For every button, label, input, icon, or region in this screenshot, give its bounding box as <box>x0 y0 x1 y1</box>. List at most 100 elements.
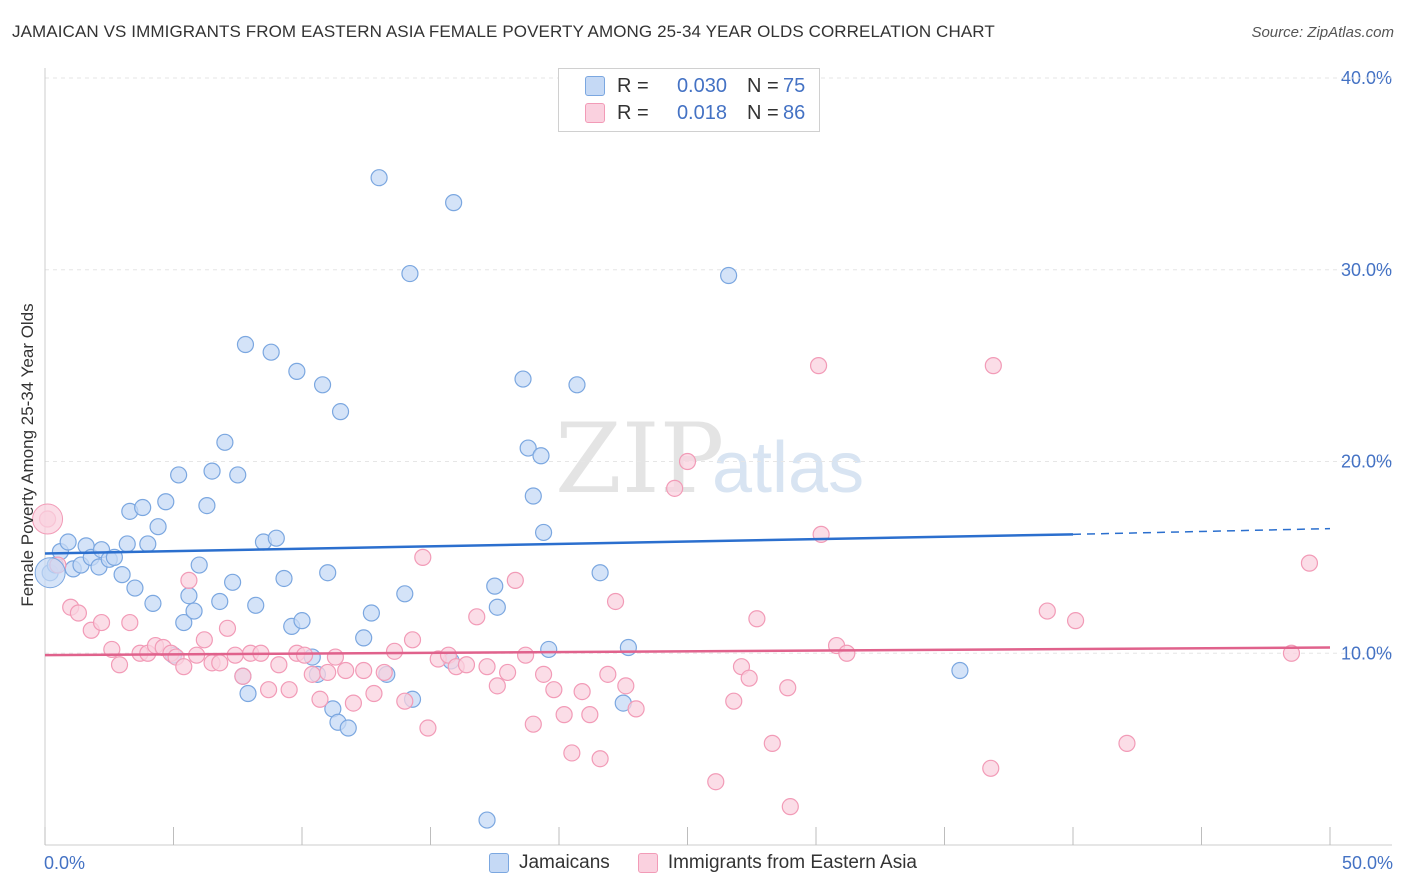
eastern-asia-point <box>516 646 535 664</box>
eastern-asia-point <box>457 656 476 674</box>
eastern-asia-point <box>809 357 828 375</box>
jamaican-point <box>339 719 357 737</box>
jamaican-point <box>180 587 198 605</box>
jamaican-point <box>216 433 234 451</box>
jamaican-point <box>540 640 558 659</box>
jamaican-point <box>362 604 380 622</box>
watermark-atlas: atlas <box>712 428 864 508</box>
eastern-asia-point <box>1118 734 1136 752</box>
jamaican-point <box>203 462 221 480</box>
eastern-asia-point <box>1038 602 1056 620</box>
jamaican-point <box>591 564 609 582</box>
eastern-asia-point <box>581 706 599 724</box>
eastern-asia-point <box>1282 644 1301 662</box>
jamaican-point <box>139 535 157 553</box>
legend-swatch-eastern-asia <box>585 103 605 123</box>
jamaican-point <box>118 535 136 553</box>
source-label: Source: ZipAtlas.com <box>1251 24 1394 41</box>
eastern-asia-point <box>211 654 229 672</box>
jamaican-point <box>514 370 532 388</box>
eastern-asia-point <box>403 631 422 649</box>
eastern-asia-point <box>1300 554 1319 572</box>
eastern-asia-point <box>984 357 1002 375</box>
jamaican-point <box>262 343 280 361</box>
jamaican-trend-line <box>44 533 1074 555</box>
eastern-asia-point <box>779 679 797 697</box>
jamaican-point <box>396 585 414 603</box>
eastern-asia-point <box>707 773 725 791</box>
eastern-asia-point <box>573 682 591 701</box>
jamaican-point <box>331 403 350 421</box>
eastern-asia-point <box>838 644 856 662</box>
jamaican-point <box>319 564 337 582</box>
jamaican-point <box>34 557 66 589</box>
eastern-asia-point <box>375 663 393 682</box>
eastern-asia-point <box>303 665 321 683</box>
eastern-asia-point <box>499 663 517 682</box>
eastern-asia-point <box>365 684 383 703</box>
jamaican-point <box>720 266 738 285</box>
eastern-asia-point <box>234 667 252 685</box>
eastern-asia-point <box>270 656 288 674</box>
eastern-asia-point <box>32 503 64 535</box>
jamaican-point <box>293 612 311 630</box>
series-legend-label: Jamaicans <box>518 852 610 873</box>
eastern-asia-point <box>121 613 139 632</box>
jamaican-point <box>267 529 285 547</box>
series-legend-item-jamaicans[interactable]: Jamaicans <box>488 852 610 874</box>
jamaican-point <box>488 598 506 616</box>
jamaican-point <box>144 594 162 612</box>
jamaican-point <box>534 523 553 542</box>
jamaican-point <box>401 264 419 283</box>
y-tick-label: 30.0% <box>1341 260 1392 280</box>
jamaican-point <box>532 447 550 465</box>
eastern-asia-point <box>280 681 298 699</box>
jamaican-point <box>247 596 265 614</box>
jamaican-point <box>59 533 77 551</box>
y-axis-label: Female Poverty Among 25-34 Year Olds <box>18 303 37 607</box>
legend-row-eastern-asia: R = 0.018 N = 86 <box>559 100 805 126</box>
eastern-asia-point <box>385 642 404 660</box>
jamaican-point <box>445 194 463 212</box>
legend-r-value: 0.030 <box>676 74 727 97</box>
eastern-asia-point <box>781 798 799 816</box>
watermark-zip: ZIP <box>555 403 724 515</box>
series-legend-item-eastern-asia[interactable]: Immigrants from Eastern Asia <box>637 852 918 874</box>
series-legend-label: Immigrants from Eastern Asia <box>667 852 918 873</box>
jamaican-point <box>486 577 504 595</box>
jamaican-point <box>288 362 306 380</box>
eastern-asia-point <box>355 661 373 680</box>
jamaican-point <box>275 569 293 588</box>
eastern-asia-point <box>666 479 684 497</box>
jamaican-trend-extension <box>1072 527 1331 536</box>
x-tick-label-min: 0.0% <box>44 853 85 873</box>
eastern-asia-point <box>92 613 111 632</box>
x-tick-label-max: 50.0% <box>1342 853 1393 873</box>
eastern-asia-point <box>545 681 563 699</box>
eastern-asia-point <box>344 694 362 712</box>
eastern-asia-point <box>218 619 237 637</box>
legend-swatch-jamaicans <box>585 76 605 96</box>
eastern-asia-point <box>534 665 553 683</box>
legend-n-value: 75 <box>783 74 806 97</box>
eastern-asia-point <box>627 700 645 718</box>
eastern-asia-point <box>982 759 1000 777</box>
eastern-asia-point <box>748 610 766 628</box>
jamaican-point <box>185 602 203 620</box>
eastern-asia-point <box>591 750 609 768</box>
legend-r-label: R = <box>617 74 649 97</box>
legend-n-label: N = <box>747 74 779 97</box>
jamaican-point <box>229 466 247 484</box>
eastern-asia-point <box>175 658 193 676</box>
jamaican-point <box>524 487 542 505</box>
jamaican-point <box>478 811 496 829</box>
chart-title: JAMAICAN VS IMMIGRANTS FROM EASTERN ASIA… <box>12 22 995 41</box>
series-legend: Jamaicans Immigrants from Eastern Asia <box>0 852 1406 874</box>
eastern-asia-point <box>606 592 625 611</box>
eastern-asia-point <box>506 571 524 589</box>
jamaican-point <box>113 566 131 584</box>
eastern-asia-trend-line <box>44 646 1331 657</box>
legend-row-jamaicans: R = 0.030 N = 75 <box>559 73 805 99</box>
series-swatch-eastern-asia <box>637 853 658 873</box>
eastern-asia-point <box>763 734 781 752</box>
